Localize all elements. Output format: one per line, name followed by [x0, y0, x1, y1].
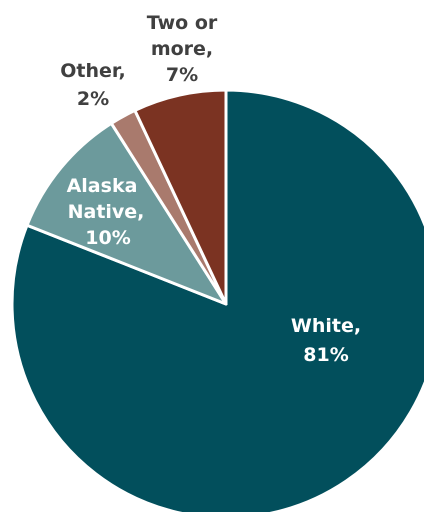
pie-label-two-or-more: Two or more, 7%	[147, 12, 218, 86]
pie-slice-two-or-more	[133, 88, 228, 306]
pie-label-name: Other,	[60, 60, 125, 82]
pie-slice-alaska-native	[25, 121, 228, 306]
pie-label-white: White, 81%	[291, 315, 361, 366]
pie-label-alaska-native: Alaska Native, 10%	[67, 175, 145, 249]
pie-label-name: Alaska	[67, 175, 138, 197]
pie-label-other: Other, 2%	[60, 60, 125, 110]
pie-label-value: 2%	[77, 88, 109, 110]
pie-label-name: more,	[151, 38, 213, 60]
pie-label-name: White,	[291, 315, 361, 337]
pie-label-name: Native,	[68, 201, 145, 223]
pie-label-name: Two or	[147, 12, 218, 34]
pie-label-value: 10%	[85, 227, 130, 249]
pie-label-value: 7%	[166, 64, 198, 86]
pie-label-value: 81%	[303, 344, 348, 366]
